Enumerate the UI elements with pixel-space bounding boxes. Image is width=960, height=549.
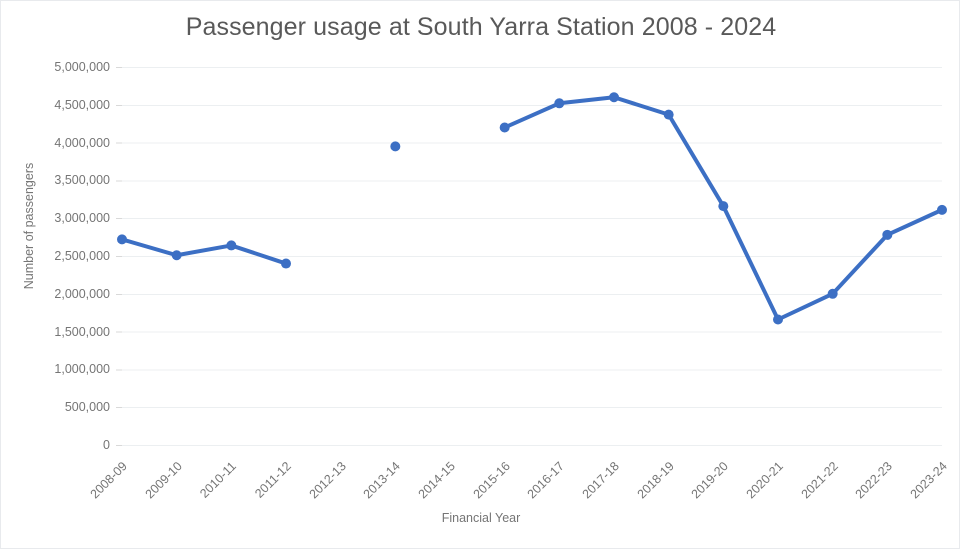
y-axis-tick-label: 1,000,000 [54, 362, 110, 377]
x-axis-title: Financial Year [441, 511, 521, 525]
y-axis-tick-label: 0 [103, 438, 110, 452]
data-point[interactable] [117, 234, 127, 245]
y-axis-tick-label: 1,500,000 [54, 324, 110, 339]
data-point[interactable] [390, 141, 401, 152]
y-axis-tick-label: 2,000,000 [54, 286, 110, 301]
y-axis-tick-label: 5,000,000 [54, 60, 110, 74]
data-point[interactable] [773, 314, 783, 325]
series-line [120, 237, 288, 266]
y-axis-tick-label: 500,000 [64, 400, 110, 415]
data-point[interactable] [882, 229, 893, 240]
chart-title: Passenger usage at South Yarra Station 2… [185, 13, 777, 41]
y-axis-tick-label: 4,000,000 [54, 135, 110, 150]
data-point[interactable] [171, 250, 182, 261]
y-axis-tick-label: 4,500,000 [54, 97, 110, 112]
y-axis-tick-label: 2,500,000 [54, 249, 110, 263]
data-point[interactable] [827, 288, 838, 299]
data-point[interactable] [281, 258, 291, 269]
data-point[interactable] [554, 98, 565, 109]
data-point[interactable] [663, 109, 674, 120]
data-point[interactable] [937, 204, 947, 215]
y-axis-tick-label: 3,500,000 [54, 173, 110, 188]
data-point[interactable] [718, 201, 729, 212]
data-point[interactable] [226, 240, 237, 251]
y-axis-tick-label: 3,000,000 [54, 211, 110, 226]
data-point[interactable] [609, 92, 619, 103]
data-point[interactable] [499, 122, 510, 133]
